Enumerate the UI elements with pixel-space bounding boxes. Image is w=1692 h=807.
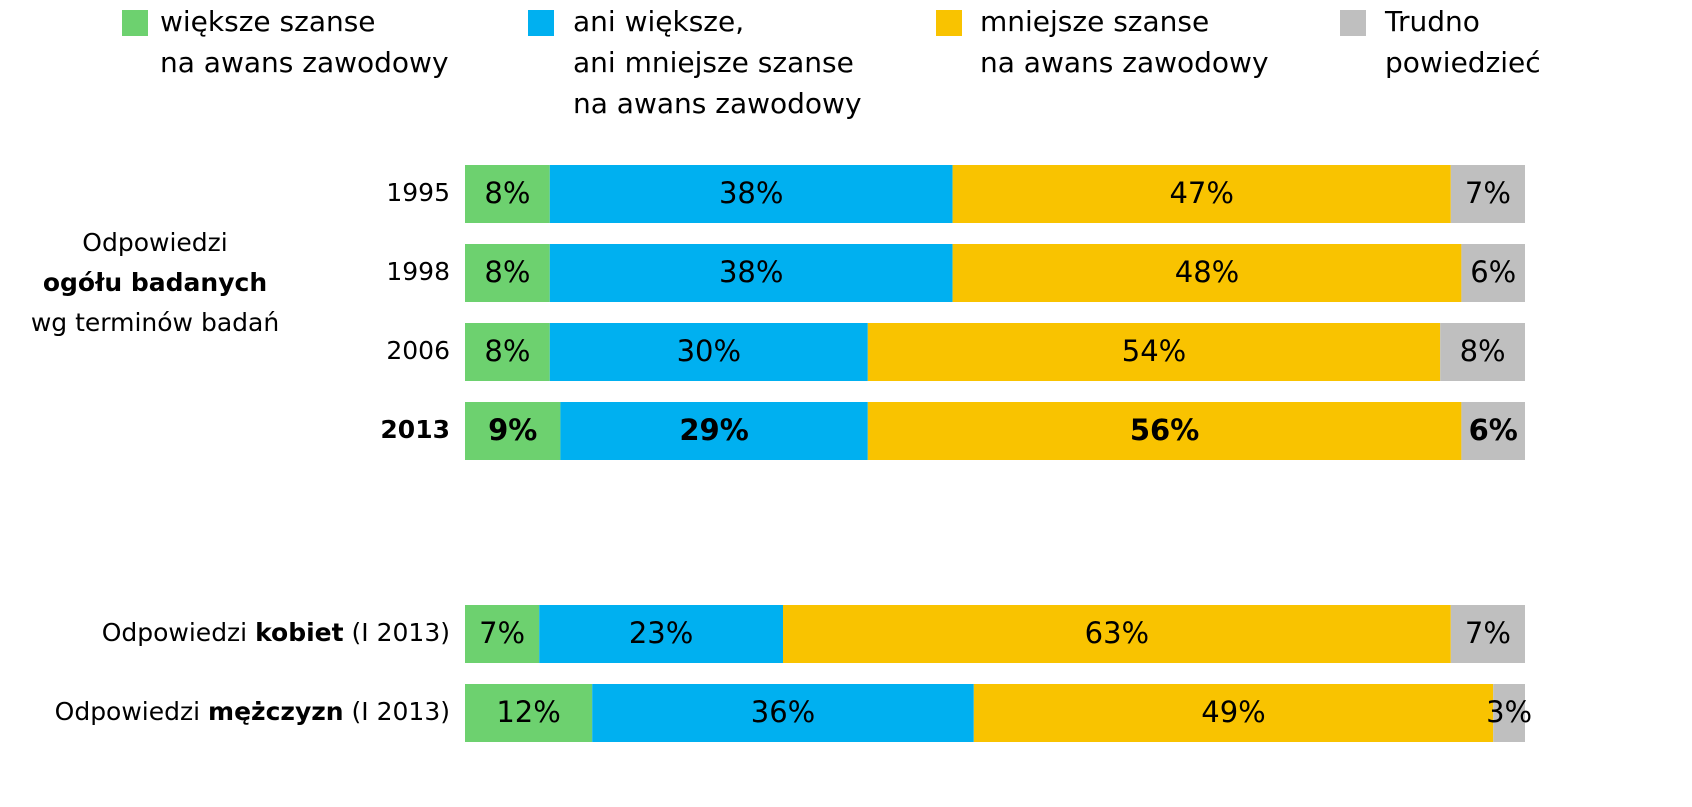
legend-line: powiedzieć xyxy=(1385,46,1541,79)
category-part: 1998 xyxy=(386,257,450,286)
bar-segment xyxy=(549,244,953,302)
value-label: 9% xyxy=(488,413,537,447)
bar-segment xyxy=(1461,402,1525,460)
group-label-line: Odpowiedzi xyxy=(82,228,227,257)
category-label: Odpowiedzi mężczyzn (I 2013) xyxy=(55,697,450,726)
bar-segment xyxy=(549,165,953,223)
category-part: (I 2013) xyxy=(344,697,450,726)
bar-segment xyxy=(465,605,540,663)
category-part: 2013 xyxy=(380,415,450,444)
category-label: 1998 xyxy=(386,257,450,286)
category-part: 2006 xyxy=(386,336,450,365)
value-label: 54% xyxy=(1122,334,1186,368)
legend-line: na awans zawodowy xyxy=(573,87,862,120)
bar-segment xyxy=(560,402,868,460)
legend-line: ani mniejsze szanse xyxy=(573,46,854,79)
category-part: 1995 xyxy=(386,178,450,207)
legend-line: na awans zawodowy xyxy=(160,46,449,79)
bar-segment xyxy=(1450,605,1525,663)
category-part: (I 2013) xyxy=(344,618,450,647)
value-label: 29% xyxy=(679,413,748,447)
category-part: mężczyzn xyxy=(208,697,344,726)
group-label-line: ogółu badanych xyxy=(43,268,267,297)
bar-segment xyxy=(1450,165,1525,223)
category-label: 2006 xyxy=(386,336,450,365)
bar-segment xyxy=(1461,244,1525,302)
bar-segment xyxy=(465,244,550,302)
category-label: Odpowiedzi kobiet (I 2013) xyxy=(102,618,450,647)
bar-segment xyxy=(465,402,561,460)
category-label: 2013 xyxy=(380,415,450,444)
legend-line: Trudno xyxy=(1384,5,1480,38)
value-label: 48% xyxy=(1175,255,1239,289)
value-label: 6% xyxy=(1469,413,1518,447)
legend-label: mniejsze szanse na awans zawodowy xyxy=(980,5,1269,79)
legend-swatch xyxy=(528,10,554,36)
bar-segment xyxy=(465,165,550,223)
bar-segment xyxy=(783,605,1451,663)
bar-segment xyxy=(1493,684,1525,742)
bar-segment xyxy=(952,244,1462,302)
value-label: 7% xyxy=(479,616,525,650)
legend-label: Trudno powiedzieć xyxy=(1384,5,1541,79)
legend-label: ani większe, ani mniejsze szanse na awans … xyxy=(573,5,862,120)
value-label: 8% xyxy=(484,334,530,368)
value-label: 38% xyxy=(719,176,783,210)
value-label: 63% xyxy=(1085,616,1149,650)
bar-segment xyxy=(867,402,1462,460)
category-part: Odpowiedzi xyxy=(55,697,208,726)
value-label: 30% xyxy=(677,334,741,368)
value-label: 56% xyxy=(1130,413,1199,447)
value-label: 38% xyxy=(719,255,783,289)
value-label: 7% xyxy=(1465,616,1511,650)
value-label: 12% xyxy=(496,695,560,729)
category-part: Odpowiedzi xyxy=(102,618,255,647)
value-label: 47% xyxy=(1169,176,1233,210)
legend-line: ani większe, xyxy=(573,5,744,38)
bar-segment xyxy=(465,684,593,742)
value-label: 8% xyxy=(484,255,530,289)
legend-label: większe szanse na awans zawodowy xyxy=(160,5,449,79)
bar-segment xyxy=(539,605,783,663)
bar-segment xyxy=(465,323,550,381)
value-label: 8% xyxy=(1460,334,1506,368)
bar-segment xyxy=(867,323,1441,381)
legend-swatch xyxy=(936,10,962,36)
bar-segment xyxy=(592,684,974,742)
legend-line: mniejsze szanse xyxy=(980,5,1209,38)
category-label: 1995 xyxy=(386,178,450,207)
value-label: 3% xyxy=(1486,695,1532,729)
bar-segment xyxy=(1440,323,1525,381)
group-label: Odpowiedzi ogółu badanych wg terminów bada… xyxy=(31,228,279,337)
value-label: 49% xyxy=(1201,695,1265,729)
legend-line: większe szanse xyxy=(160,5,376,38)
bar-segment xyxy=(549,323,868,381)
legend-swatch xyxy=(1340,10,1366,36)
value-label: 6% xyxy=(1470,255,1516,289)
category-part: kobiet xyxy=(255,618,344,647)
bar-segment xyxy=(952,165,1451,223)
legend-line: na awans zawodowy xyxy=(980,46,1269,79)
bar-segment xyxy=(973,684,1494,742)
value-label: 8% xyxy=(484,176,530,210)
value-label: 36% xyxy=(751,695,815,729)
value-label: 7% xyxy=(1465,176,1511,210)
group-label-line: wg terminów badań xyxy=(31,308,279,337)
legend-swatch xyxy=(122,10,148,36)
value-label: 23% xyxy=(629,616,693,650)
